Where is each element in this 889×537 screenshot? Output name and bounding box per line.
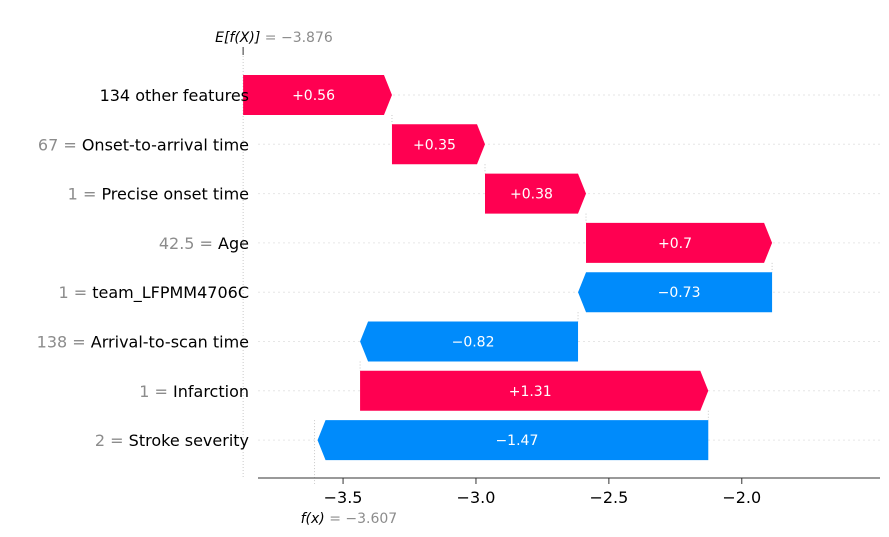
feature-label: 134 other features bbox=[100, 86, 249, 105]
feature-value: 67 = bbox=[38, 135, 82, 154]
feature-name: Precise onset time bbox=[101, 185, 249, 204]
feature-value: 1 = bbox=[68, 185, 102, 204]
bar-value-label: −0.82 bbox=[452, 335, 495, 351]
bar-value-label: +1.31 bbox=[509, 384, 552, 400]
feature-value: 1 = bbox=[58, 283, 92, 302]
base-value-label: E[f(X)] = −3.876 bbox=[215, 30, 333, 46]
x-tick-label: −3.5 bbox=[324, 488, 363, 507]
x-tick-label: −2.0 bbox=[722, 488, 761, 507]
positive-contribution-bar bbox=[360, 370, 709, 411]
feature-name: Infarction bbox=[173, 382, 249, 401]
positive-contribution-bar bbox=[391, 124, 486, 165]
feature-label: 1 = Infarction bbox=[139, 382, 249, 401]
feature-value: 2 = bbox=[95, 431, 129, 450]
feature-name: Stroke severity bbox=[129, 431, 249, 450]
feature-name: Age bbox=[218, 234, 249, 253]
feature-label: 138 = Arrival-to-scan time bbox=[37, 333, 249, 352]
bar-value-label: −0.73 bbox=[658, 285, 701, 301]
feature-name: Arrival-to-scan time bbox=[91, 333, 249, 352]
negative-contribution-bar bbox=[578, 272, 773, 313]
bar-value-label: +0.7 bbox=[658, 236, 692, 252]
feature-value: 1 = bbox=[139, 382, 173, 401]
x-tick-label: −3.0 bbox=[457, 488, 496, 507]
positive-contribution-bar bbox=[485, 173, 587, 214]
feature-name: team_LFPMM4706C bbox=[92, 283, 249, 303]
output-value-label: f(x) = −3.607 bbox=[301, 511, 398, 527]
base-value-symbol: E[f(X)] bbox=[215, 30, 260, 46]
feature-name: 134 other features bbox=[100, 86, 249, 105]
bar-value-label: +0.38 bbox=[510, 187, 553, 203]
feature-value: 42.5 = bbox=[159, 234, 218, 253]
bar-value-label: −1.47 bbox=[495, 433, 538, 449]
output-value-symbol: f(x) bbox=[301, 511, 325, 527]
positive-contribution-bar bbox=[243, 75, 392, 115]
bar-value-label: +0.35 bbox=[413, 137, 456, 153]
feature-label: 2 = Stroke severity bbox=[95, 431, 249, 450]
feature-label: 42.5 = Age bbox=[159, 234, 249, 253]
base-value-number: = −3.876 bbox=[260, 30, 333, 46]
negative-contribution-bar bbox=[317, 420, 709, 461]
feature-label: 67 = Onset-to-arrival time bbox=[38, 135, 249, 154]
feature-label: 1 = Precise onset time bbox=[68, 185, 249, 204]
feature-name: Onset-to-arrival time bbox=[82, 135, 249, 154]
feature-value: 138 = bbox=[37, 333, 91, 352]
feature-label: 1 = team_LFPMM4706C bbox=[58, 283, 249, 303]
negative-contribution-bar bbox=[360, 321, 579, 362]
positive-contribution-bar bbox=[586, 222, 773, 263]
x-tick-label: −2.5 bbox=[589, 488, 628, 507]
output-value-number: = −3.607 bbox=[325, 511, 397, 527]
bar-value-label: +0.56 bbox=[292, 88, 335, 104]
